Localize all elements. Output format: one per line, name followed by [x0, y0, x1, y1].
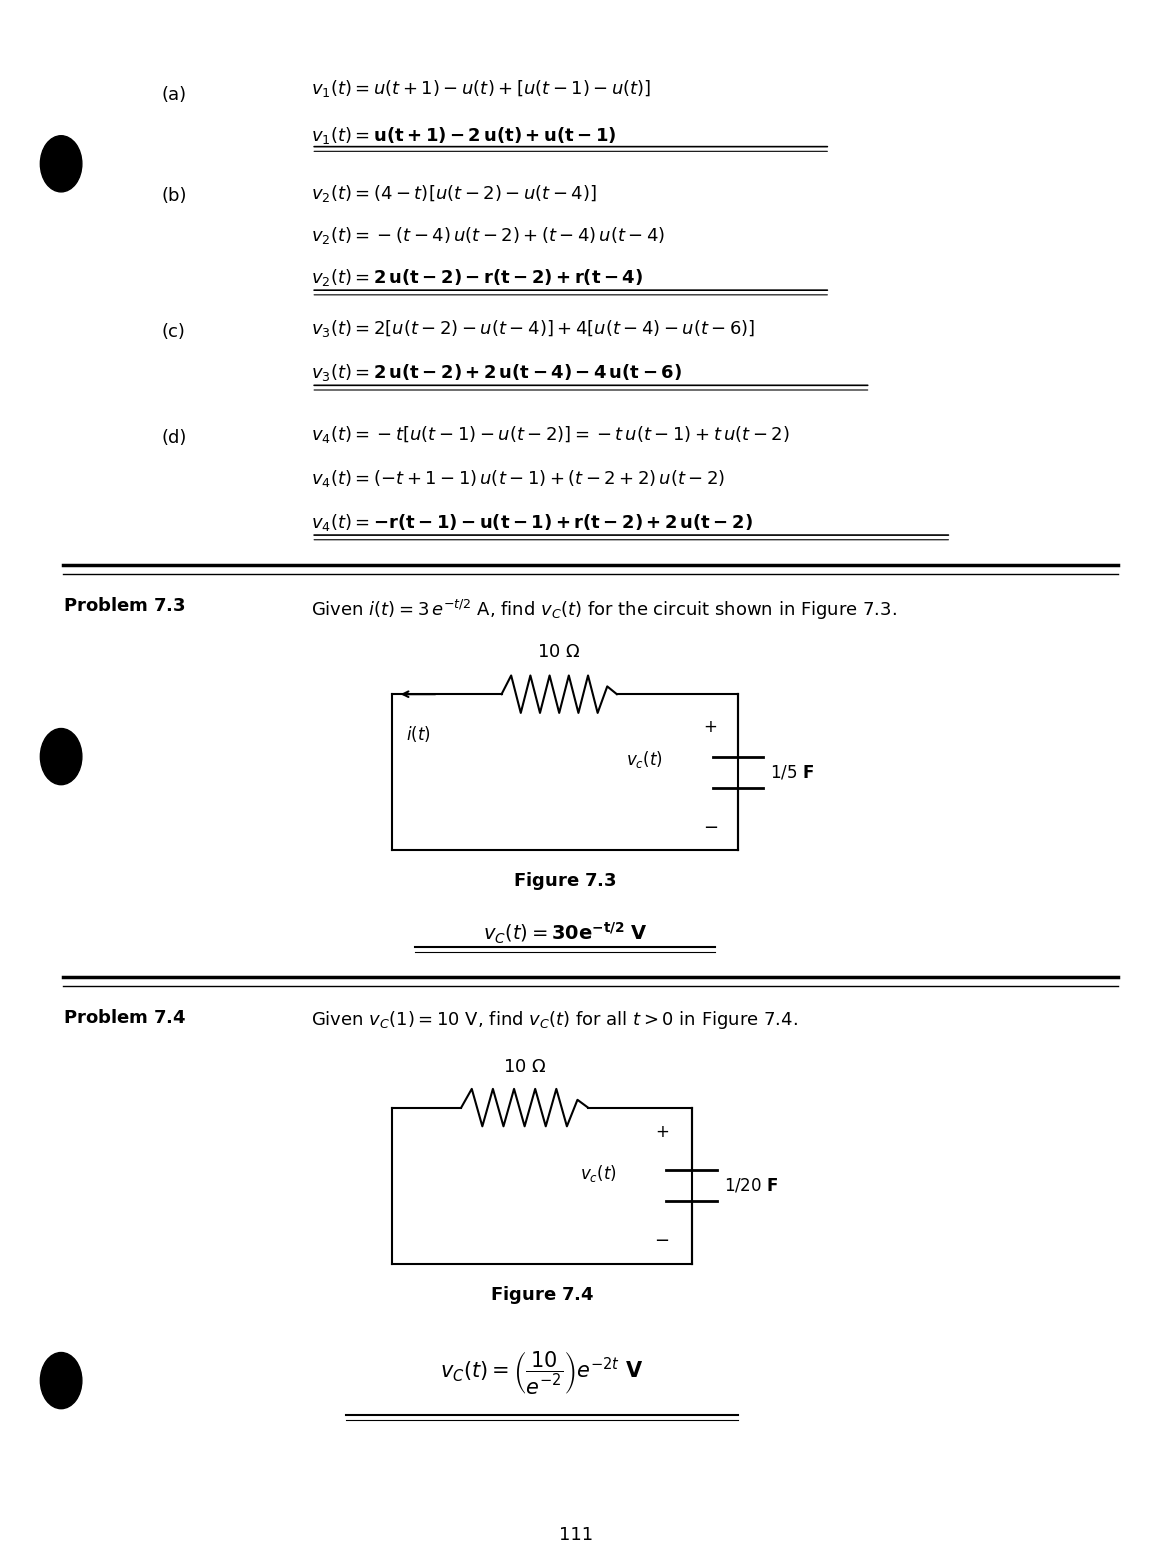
Text: $\mathbf{Figure\ 7.3}$: $\mathbf{Figure\ 7.3}$ — [513, 870, 617, 892]
Text: 111: 111 — [559, 1526, 594, 1544]
Text: $10\ \Omega$: $10\ \Omega$ — [503, 1058, 547, 1076]
Text: $v_C(t) = \left(\dfrac{10}{e^{-2}}\right)e^{-2t}\ \mathbf{V}$: $v_C(t) = \left(\dfrac{10}{e^{-2}}\right… — [440, 1349, 643, 1396]
Text: Given $i(t) = 3\,e^{-t/2}$ A, find $v_C(t)$ for the circuit shown in Figure 7.3.: Given $i(t) = 3\,e^{-t/2}$ A, find $v_C(… — [311, 597, 897, 621]
Text: (c): (c) — [161, 323, 186, 342]
Text: $v_3(t) = \mathbf{2\,u(t-2) + 2\,u(t-4) - 4\,u(t-6)}$: $v_3(t) = \mathbf{2\,u(t-2) + 2\,u(t-4) … — [311, 362, 683, 382]
Text: $v_2(t) = (4-t)\left[u(t-2) - u(t-4)\right]$: $v_2(t) = (4-t)\left[u(t-2) - u(t-4)\rig… — [311, 183, 597, 203]
Text: $v_c(t)$: $v_c(t)$ — [626, 749, 663, 771]
Text: $v_3(t) = 2\left[u(t-2) - u(t-4)\right] + 4\left[u(t-4) - u(t-6)\right]$: $v_3(t) = 2\left[u(t-2) - u(t-4)\right] … — [311, 318, 755, 339]
Circle shape — [40, 136, 82, 192]
Text: $v_c(t)$: $v_c(t)$ — [580, 1162, 617, 1184]
Text: $v_4(t) = (-t+1-1)\,u(t-1) + (t-2+2)\,u(t-2)$: $v_4(t) = (-t+1-1)\,u(t-1) + (t-2+2)\,u(… — [311, 468, 725, 488]
Text: $10\ \Omega$: $10\ \Omega$ — [537, 643, 581, 661]
Text: $\mathbf{Problem\ 7.3}$: $\mathbf{Problem\ 7.3}$ — [63, 597, 186, 616]
Text: (b): (b) — [161, 187, 187, 206]
Text: $-$: $-$ — [654, 1229, 669, 1248]
Text: $v_4(t) = -t\left[u(t-1) - u(t-2)\right] = -t\,u(t-1) + t\,u(t-2)$: $v_4(t) = -t\left[u(t-1) - u(t-2)\right]… — [311, 424, 790, 445]
Text: (a): (a) — [161, 86, 187, 105]
Circle shape — [40, 729, 82, 785]
Circle shape — [40, 1353, 82, 1409]
Text: $+$: $+$ — [655, 1123, 669, 1142]
Text: $-$: $-$ — [703, 816, 718, 835]
Text: $\mathbf{Figure\ 7.4}$: $\mathbf{Figure\ 7.4}$ — [490, 1284, 594, 1306]
Text: $1/20\ \mathbf{F}$: $1/20\ \mathbf{F}$ — [724, 1176, 778, 1195]
Text: $1/5\ \mathbf{F}$: $1/5\ \mathbf{F}$ — [770, 763, 814, 782]
Text: $v_C(t) = \mathbf{30e^{-t/2}}\ \mathbf{V}$: $v_C(t) = \mathbf{30e^{-t/2}}\ \mathbf{V… — [483, 920, 647, 945]
Text: $v_1(t) = u(t+1) - u(t) + \left[u(t-1) - u(t)\right]$: $v_1(t) = u(t+1) - u(t) + \left[u(t-1) -… — [311, 78, 651, 98]
Text: $i(t)$: $i(t)$ — [406, 724, 430, 744]
Text: $v_4(t) = \mathbf{-r(t-1) - u(t-1) + r(t-2) + 2\,u(t-2)}$: $v_4(t) = \mathbf{-r(t-1) - u(t-1) + r(t… — [311, 512, 753, 532]
Text: Given $v_C(1) = 10$ V, find $v_C(t)$ for all $t > 0$ in Figure 7.4.: Given $v_C(1) = 10$ V, find $v_C(t)$ for… — [311, 1009, 798, 1031]
Text: $\mathbf{Problem\ 7.4}$: $\mathbf{Problem\ 7.4}$ — [63, 1009, 187, 1028]
Text: $v_2(t) = -(t-4)\,u(t-2) + (t-4)\,u(t-4)$: $v_2(t) = -(t-4)\,u(t-2) + (t-4)\,u(t-4)… — [311, 225, 665, 245]
Text: (d): (d) — [161, 429, 187, 448]
Text: $v_1(t) = \mathbf{u(t+1) - 2\,u(t) + u(t-1)}$: $v_1(t) = \mathbf{u(t+1) - 2\,u(t) + u(t… — [311, 125, 617, 145]
Text: $+$: $+$ — [703, 718, 717, 736]
Text: $v_2(t) = \mathbf{2\,u(t-2) - r(t-2) + r(t-4)}$: $v_2(t) = \mathbf{2\,u(t-2) - r(t-2) + r… — [311, 267, 643, 287]
